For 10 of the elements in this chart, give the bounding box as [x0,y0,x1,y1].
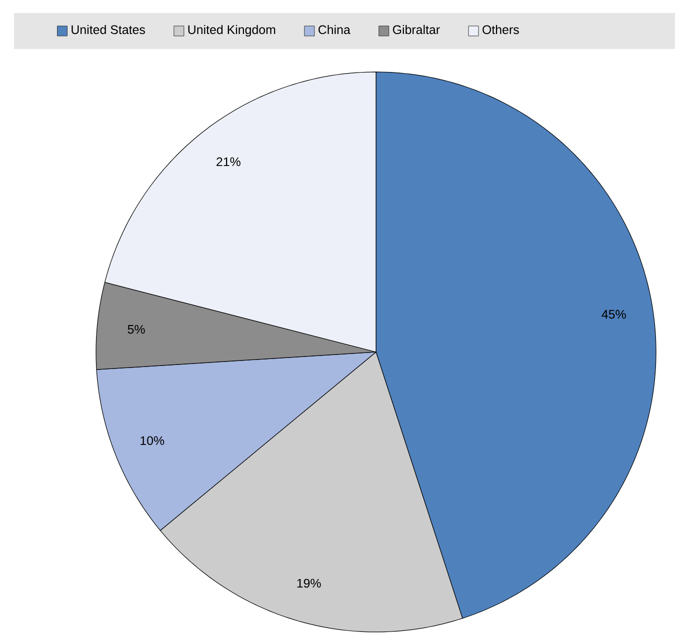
legend-label: Gibraltar [392,24,440,34]
legend-label: China [318,24,350,34]
data-label: 21% [216,157,240,166]
data-label: 45% [602,310,626,319]
data-label: 5% [128,324,145,334]
legend-label: Others [482,24,519,34]
legend-label: United States [72,24,146,34]
legend-label: United Kingdom [188,24,276,37]
data-label: 10% [140,436,164,446]
data-label: 19% [297,578,321,588]
